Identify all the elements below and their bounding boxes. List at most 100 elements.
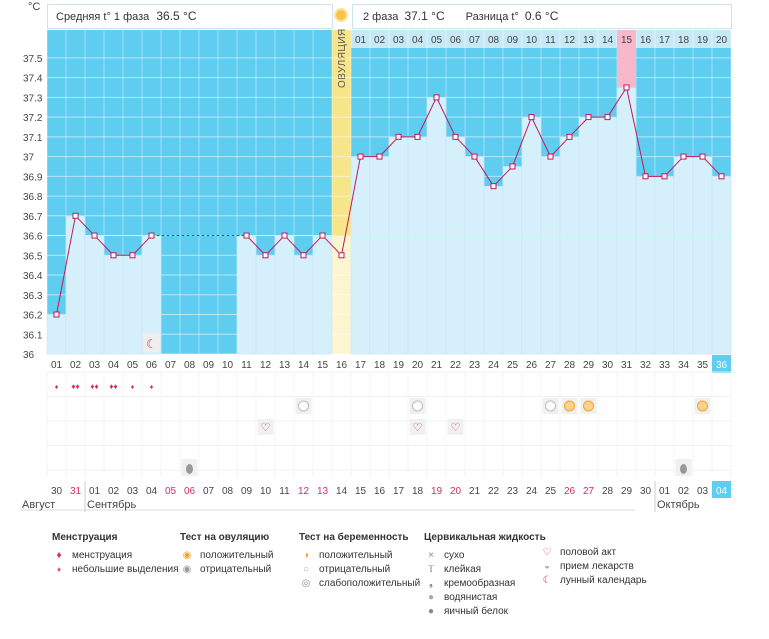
temp-point[interactable] [547, 153, 554, 160]
temp-segment [702, 156, 722, 177]
calendar-date-label: 14 [336, 486, 348, 497]
temp-bar [540, 156, 561, 355]
phase2-day-label: 12 [564, 35, 576, 46]
cycle-day-label: 29 [583, 360, 595, 371]
temp-segment [284, 235, 304, 256]
temp-bar [65, 215, 86, 355]
temp-point[interactable] [699, 153, 706, 160]
temp-point[interactable] [319, 232, 326, 239]
intercourse-cell [409, 419, 426, 435]
temp-point[interactable] [623, 84, 630, 91]
y-tick-label: 36 [23, 350, 35, 361]
calendar-date-label: 30 [51, 486, 63, 497]
legend-item: отрицательный [200, 564, 272, 575]
temp-point[interactable] [414, 133, 421, 140]
menstruation-drop-icon: ♦♦ [109, 382, 117, 391]
temp-point[interactable] [376, 153, 383, 160]
temp-point[interactable] [642, 173, 649, 180]
temp-point[interactable] [91, 232, 98, 239]
phase2-day-label: 13 [583, 35, 595, 46]
temp-point[interactable] [490, 183, 497, 190]
temp-point[interactable] [604, 114, 611, 121]
temp-point[interactable] [110, 252, 117, 259]
temp-bar [122, 255, 143, 355]
calendar-date-label: 24 [526, 486, 538, 497]
temp-point[interactable] [528, 114, 535, 121]
calendar-date-label: 18 [412, 486, 424, 497]
temp-segment [626, 87, 646, 177]
y-tick-label: 36.1 [23, 330, 43, 341]
legend-item: прием лекарств [560, 561, 634, 572]
cycle-day-label: 08 [184, 360, 196, 371]
ovulation-sun-icon [336, 10, 346, 20]
temp-bar [445, 136, 466, 355]
y-tick-label: 37.3 [23, 93, 43, 104]
watery-icon [186, 464, 193, 474]
temp-point[interactable] [148, 232, 155, 239]
cycle-day-label: 02 [70, 360, 82, 371]
temp-point[interactable] [471, 153, 478, 160]
cycle-day-label: 22 [450, 360, 462, 371]
moon-cell [142, 333, 161, 352]
temp-point[interactable] [53, 311, 60, 318]
temp-point[interactable] [433, 94, 440, 101]
temp-point[interactable] [566, 133, 573, 140]
calendar-date-label: 04 [716, 486, 728, 497]
temp-point[interactable] [357, 153, 364, 160]
calendar-date-label: 21 [469, 486, 481, 497]
temp-segment [569, 116, 589, 138]
month-label: Сентябрь [87, 499, 137, 511]
temp-point[interactable] [72, 212, 79, 219]
temp-point[interactable] [661, 173, 668, 180]
temp-point[interactable] [509, 163, 516, 170]
intercourse-cell [447, 419, 464, 435]
phase2-day-label: 19 [697, 35, 709, 46]
temp-bar [711, 176, 732, 355]
temp-point[interactable] [281, 232, 288, 239]
today-date-cell [712, 481, 731, 498]
temp-point[interactable] [395, 133, 402, 140]
y-tick-label: 36.9 [23, 172, 43, 183]
temp-point[interactable] [718, 173, 725, 180]
phase2-day-label: 14 [602, 35, 614, 46]
temp-bar [103, 255, 124, 355]
legend-ovulation-test-title: Тест на овуляцию [180, 532, 270, 543]
temp-segment [132, 235, 152, 256]
cycle-day-label: 23 [469, 360, 481, 371]
y-tick-label: 36.2 [23, 311, 43, 322]
temp-point[interactable] [129, 252, 136, 259]
phase2-header: 2 фаза 37.1 °C Разница t° 0.6 °C [352, 4, 732, 29]
calendar-date-label: 30 [640, 486, 652, 497]
phase1-value: 36.5 °C [156, 9, 197, 23]
ovulation-positive-icon: ◉ [182, 550, 192, 561]
month-label: Октябрь [657, 499, 700, 511]
calendar-date-label: 11 [279, 486, 290, 497]
ovulation-negative-icon [545, 400, 556, 412]
legend-item: половой акт [560, 547, 617, 558]
pill-icon: ◒ [543, 561, 551, 572]
legend-item: сухо [444, 550, 465, 561]
y-tick-label: 37.5 [23, 54, 43, 65]
watery-icon [680, 464, 687, 474]
temp-segment [417, 97, 437, 138]
temp-bar [350, 156, 371, 355]
temp-bar [635, 176, 656, 355]
temp-point[interactable] [262, 252, 269, 259]
temp-point[interactable] [680, 153, 687, 160]
calendar-date-label: 02 [108, 486, 120, 497]
temp-bar [426, 97, 447, 355]
temp-point[interactable] [300, 252, 307, 259]
temp-point[interactable] [452, 133, 459, 140]
temp-point[interactable] [243, 232, 250, 239]
cycle-day-label: 03 [89, 360, 101, 371]
temp-segment [56, 215, 76, 315]
temp-point[interactable] [585, 114, 592, 121]
calendar-date-label: 02 [678, 486, 690, 497]
temp-bar [407, 136, 428, 355]
temp-point[interactable] [338, 252, 345, 259]
temp-bar [692, 156, 713, 355]
calendar-date-label: 06 [184, 486, 196, 497]
phase2-label: 2 фаза [363, 11, 399, 23]
phase2-day-label: 20 [716, 35, 728, 46]
ovulation-negative-icon: ◉ [182, 564, 192, 575]
